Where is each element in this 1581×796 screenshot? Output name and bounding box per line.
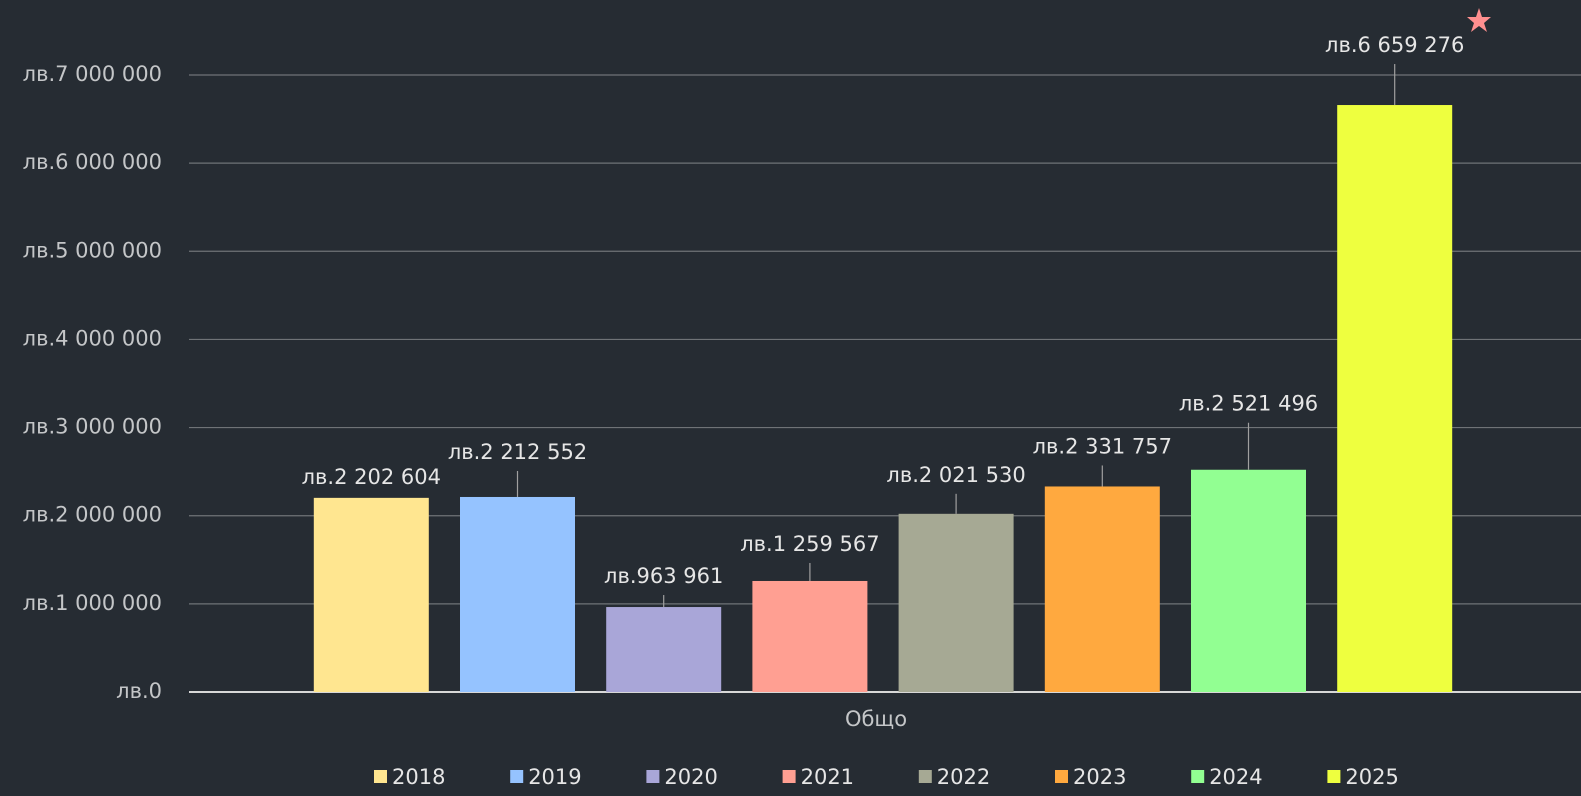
legend-label: 2024 (1209, 765, 1262, 789)
legend-label: 2018 (392, 765, 445, 789)
x-tick-label: Общо (845, 707, 907, 731)
data-label: лв.2 521 496 (1179, 392, 1318, 416)
bar (1044, 486, 1160, 692)
data-label: лв.6 659 276 (1325, 33, 1464, 57)
legend-label: 2023 (1073, 765, 1126, 789)
data-label: лв.2 212 552 (448, 440, 587, 464)
bar (898, 513, 1014, 692)
legend-label: 2022 (937, 765, 990, 789)
legend-swatch (374, 770, 387, 783)
data-label: лв.1 259 567 (740, 532, 879, 556)
legend-swatch (1191, 770, 1205, 783)
y-tick-label: лв.2 000 000 (23, 503, 162, 527)
legend-label: 2020 (664, 765, 717, 789)
y-tick-label: лв.3 000 000 (23, 415, 162, 439)
bar (1191, 469, 1306, 692)
bar (313, 497, 429, 692)
legend-swatch (918, 770, 932, 783)
legend-label: 2021 (801, 765, 854, 789)
star-icon (1467, 8, 1491, 32)
legend-label: 2025 (1345, 765, 1398, 789)
data-label: лв.2 021 530 (886, 463, 1025, 487)
legend-swatch (1055, 770, 1068, 783)
legend-label: 2019 (528, 765, 581, 789)
y-tick-label: лв.1 000 000 (23, 591, 162, 615)
y-tick-label: лв.5 000 000 (23, 238, 162, 262)
legend-swatch (646, 770, 660, 783)
data-label: лв.963 961 (604, 564, 723, 588)
data-label: лв.2 202 604 (302, 465, 441, 489)
bar (606, 607, 722, 692)
bar (752, 580, 868, 692)
legend-swatch (1327, 770, 1341, 783)
data-label: лв.2 331 757 (1033, 434, 1172, 458)
legend-swatch (510, 770, 524, 783)
y-tick-label: лв.7 000 000 (23, 62, 162, 86)
bar (460, 496, 575, 692)
y-tick-label: лв.4 000 000 (23, 326, 162, 350)
y-tick-label: лв.0 (116, 679, 162, 703)
legend-swatch (782, 770, 796, 783)
y-tick-label: лв.6 000 000 (23, 150, 162, 174)
bar (1337, 105, 1453, 692)
